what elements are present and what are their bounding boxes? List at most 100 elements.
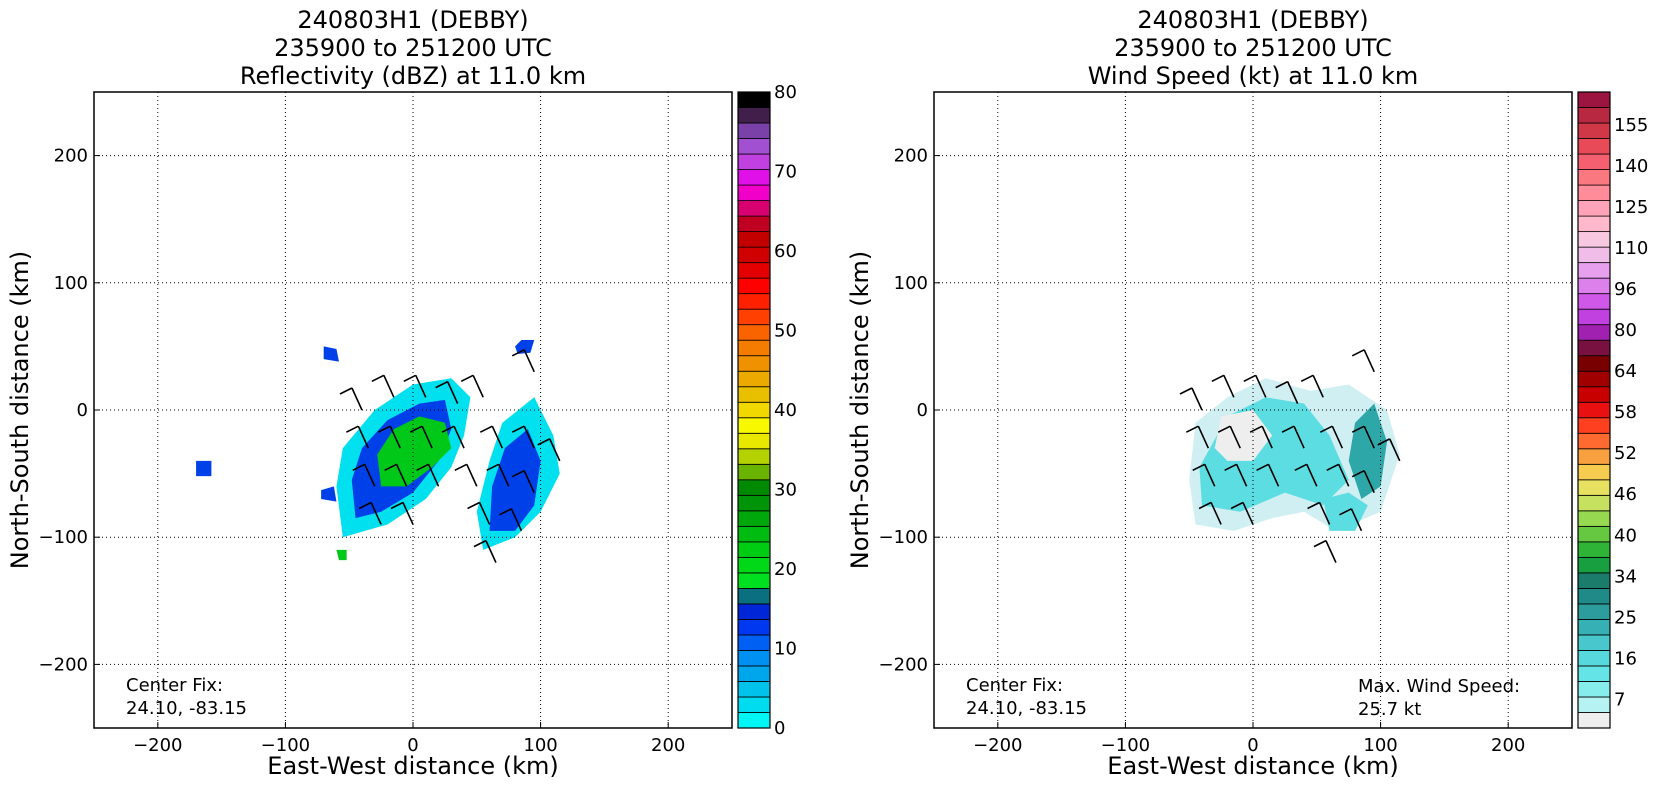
wind-title-line-2: 235900 to 251200 UTC — [1114, 34, 1392, 62]
x-tick-label: 0 — [407, 735, 418, 756]
wind-barb — [1217, 425, 1241, 449]
colorbar-tick-label: 20 — [774, 559, 797, 580]
colorbar-segment — [737, 277, 771, 295]
wind-barb — [537, 438, 561, 462]
colorbar-segment — [737, 324, 771, 341]
colorbar-segment — [737, 696, 771, 713]
colorbar-tick-label: 155 — [1614, 115, 1648, 136]
colorbar-tick-label: 16 — [1614, 648, 1637, 669]
wind-barb — [390, 501, 414, 525]
colorbar-segment — [1577, 246, 1611, 264]
colorbar-segment — [737, 619, 771, 636]
colorbar-tick-label: 0 — [774, 718, 785, 739]
wind-speed-colorbar: 7 16 25 34 40 46 52 58 64 80 96 110 125 140 155 — [1577, 91, 1648, 729]
colorbar-segment — [737, 262, 771, 279]
wind-barb — [1339, 508, 1363, 532]
colorbar-tick-label: 70 — [774, 162, 797, 183]
wind-barb — [371, 374, 395, 398]
wind-x-axis-label: East-West distance (km) — [1107, 752, 1398, 780]
wind-barb — [1377, 438, 1401, 462]
refl-center-fix-value: 24.10, -83.15 — [126, 698, 247, 719]
echo-region — [323, 346, 339, 362]
colorbar-segment — [737, 494, 771, 512]
y-tick-label: −200 — [879, 654, 928, 675]
wind-barb — [1281, 425, 1305, 449]
refl-center-fix-label: Center Fix: — [126, 675, 223, 696]
wind-barb — [1249, 425, 1273, 449]
colorbar-tick-label: 96 — [1614, 279, 1637, 300]
colorbar-segment — [737, 215, 771, 233]
colorbar-segment — [737, 370, 771, 388]
colorbar-segment — [737, 432, 771, 450]
colorbar-frame — [737, 91, 771, 729]
colorbar-segment — [1577, 619, 1611, 636]
colorbar-segment — [1577, 169, 1611, 186]
colorbar-segment — [1577, 370, 1611, 388]
colorbar-segment — [1577, 401, 1611, 419]
colorbar-segment — [1577, 432, 1611, 450]
echo-region — [336, 549, 347, 561]
colorbar-segment — [1577, 324, 1611, 341]
colorbar-tick-label: 30 — [774, 480, 797, 501]
colorbar-segment — [737, 525, 771, 543]
wind-barb — [454, 463, 478, 487]
wind-speed-panel: 240803H1 (DEBBY) 235900 to 251200 UTC Wi… — [846, 6, 1648, 780]
wind-barb — [377, 425, 401, 449]
wind-barb — [1224, 463, 1248, 487]
y-tick-label: 200 — [54, 146, 88, 167]
colorbar-segment — [1577, 556, 1611, 574]
refl-wind-barbs — [339, 349, 561, 563]
colorbar-segment — [737, 401, 771, 419]
colorbar-segment — [737, 417, 771, 434]
wind-barb — [467, 501, 491, 525]
wind-barb — [1300, 374, 1324, 398]
wind-title-line-1: 240803H1 (DEBBY) — [1137, 6, 1368, 34]
colorbar-tick-label: 110 — [1614, 238, 1648, 259]
echo-region — [196, 460, 212, 477]
colorbar-tick-label: 60 — [774, 241, 797, 262]
colorbar-segment — [737, 603, 771, 620]
colorbar-segment — [737, 122, 771, 139]
wind-x-ticks: −200 −100 0 100 200 — [973, 722, 1525, 756]
wind-barb — [511, 425, 535, 449]
colorbar-segment — [1577, 681, 1611, 698]
colorbar-segment — [737, 712, 771, 729]
echo-region — [377, 416, 452, 487]
colorbar-segment — [1577, 386, 1611, 403]
colorbar-segment — [737, 541, 771, 558]
colorbar-tick-label: 125 — [1614, 197, 1648, 218]
wind-barb — [511, 469, 535, 494]
colorbar-segment — [1577, 572, 1611, 589]
wind-barb — [435, 380, 459, 404]
y-tick-label: 200 — [894, 146, 928, 167]
x-tick-label: −100 — [261, 735, 310, 756]
colorbar-segment — [737, 479, 771, 496]
wind-barb — [1230, 501, 1254, 525]
max-wind-speed-value: 25.7 kt — [1358, 699, 1421, 720]
wind-barb — [486, 463, 510, 487]
wind-title-line-3: Wind Speed (kt) at 11.0 km — [1088, 62, 1419, 90]
colorbar-segment — [737, 231, 771, 248]
wind-barb — [1326, 463, 1350, 487]
wind-center-fix-value: 24.10, -83.15 — [966, 698, 1087, 719]
colorbar-segment — [1577, 231, 1611, 248]
colorbar-tick-label: 7 — [1614, 689, 1625, 710]
wind-barb — [358, 501, 382, 525]
colorbar-segment — [737, 650, 771, 667]
colorbar-segment — [737, 572, 771, 589]
wind-barb — [1351, 425, 1375, 449]
wind-barb — [479, 425, 504, 449]
colorbar-segment — [737, 308, 771, 326]
wind-speed-region — [1214, 410, 1273, 461]
wind-barb — [1256, 463, 1280, 487]
colorbar-segment — [1577, 262, 1611, 279]
colorbar-segment — [1577, 293, 1611, 310]
refl-title-line-1: 240803H1 (DEBBY) — [297, 6, 528, 34]
reflectivity-panel: 240803H1 (DEBBY) 235900 to 251200 UTC Re… — [6, 6, 797, 780]
colorbar-segment — [737, 246, 771, 264]
refl-y-ticks: −200 −100 0 100 200 — [39, 146, 100, 675]
colorbar-segment — [1577, 525, 1611, 543]
y-tick-label: −100 — [879, 527, 928, 548]
colorbar-segment — [737, 681, 771, 698]
wind-barb — [1198, 501, 1222, 525]
